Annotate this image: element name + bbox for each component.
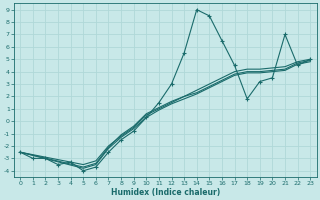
X-axis label: Humidex (Indice chaleur): Humidex (Indice chaleur) (111, 188, 220, 197)
